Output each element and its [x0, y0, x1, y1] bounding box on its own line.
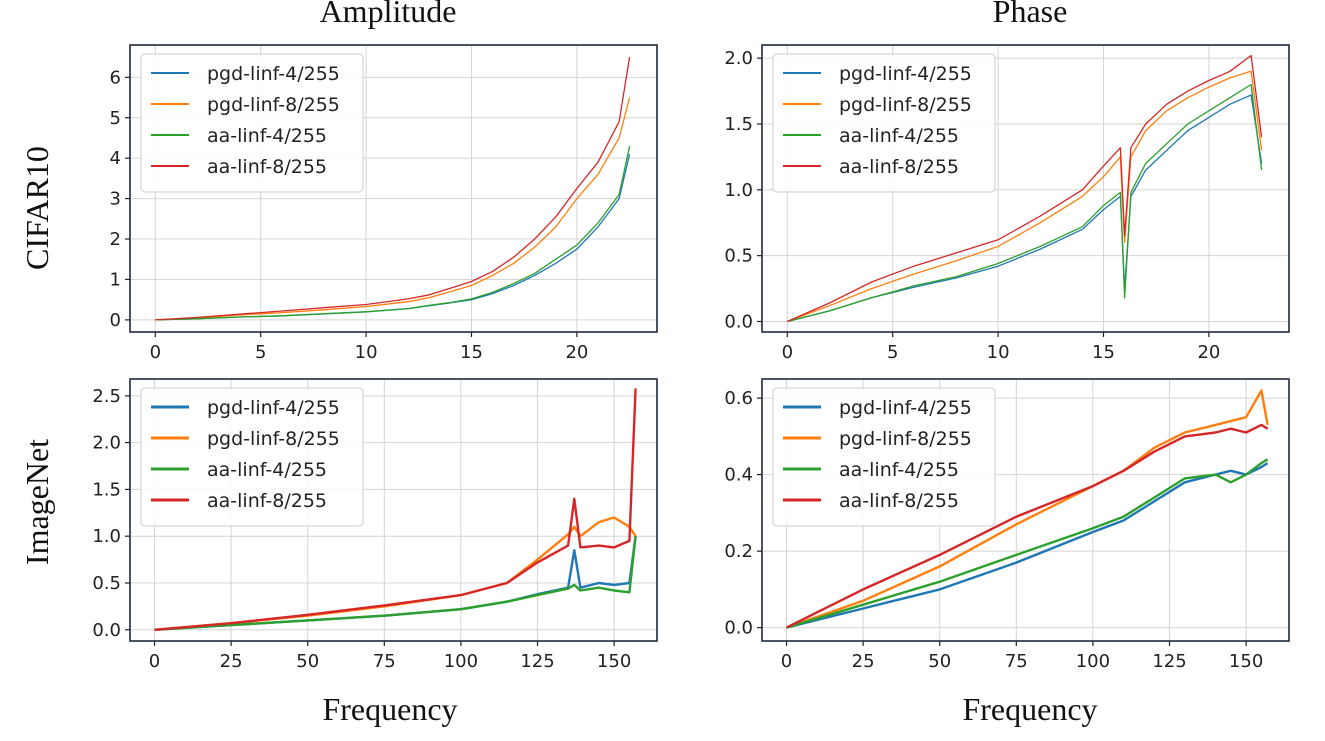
series-line-aa-linf-4-255 [155, 145, 631, 321]
plot-frame [761, 44, 1290, 333]
legend-label: aa-linf-4/255 [839, 459, 959, 481]
legend-label: aa-linf-8/255 [839, 490, 959, 512]
legend-label: aa-linf-8/255 [207, 490, 327, 512]
plot-frame [761, 378, 1290, 642]
x-tick-label: 0 [150, 342, 161, 363]
x-tick-label: 10 [987, 342, 1010, 363]
legend-box [772, 53, 996, 193]
x-tick-label: 25 [852, 651, 875, 672]
x-tick-label: 15 [1092, 342, 1115, 363]
y-tick-label: 1.0 [92, 526, 121, 547]
x-tick-label: 50 [928, 651, 951, 672]
x-tick-label: 20 [1197, 342, 1220, 363]
y-tick-label: 0 [110, 310, 121, 331]
legend-label: aa-linf-8/255 [839, 156, 959, 178]
x-tick-label: 75 [1005, 651, 1028, 672]
y-tick-label: 0.0 [724, 311, 753, 332]
y-tick-label: 0.4 [724, 465, 753, 486]
x-tick-label: 100 [1076, 651, 1110, 672]
y-tick-label: 4 [110, 148, 121, 169]
row-label-imagenet: ImageNet [19, 439, 55, 565]
legend-label: pgd-linf-8/255 [839, 94, 972, 116]
x-tick-label: 50 [296, 651, 319, 672]
chart-panels: 0 1 2 3 4 5 6 0 5 10 15 20 pgd-linf-4/255 pgd-linf-8/… [92, 44, 1290, 672]
x-tick-label: 150 [1229, 651, 1263, 672]
x-tick-label: 100 [444, 651, 478, 672]
legend-label: pgd-linf-8/255 [207, 428, 340, 450]
legend: pgd-linf-4/255 pgd-linf-8/255 aa-linf-4/25… [140, 387, 364, 527]
chart-panel-2: 0.0 0.5 1.0 1.5 2.0 2.5 0 25 50 75 100 125 150 pgd-li… [92, 378, 658, 672]
legend-label: aa-linf-4/255 [207, 125, 327, 147]
x-tick-label: 0 [781, 651, 792, 672]
y-tick-label: 1.5 [92, 479, 121, 500]
x-tick-label: 125 [1152, 651, 1186, 672]
legend-label: pgd-linf-4/255 [207, 63, 340, 85]
y-tick-label: 2.0 [724, 48, 753, 69]
x-tick-label: 125 [520, 651, 554, 672]
x-tick-label: 0 [782, 342, 793, 363]
series-line-pgd-linf-8-255 [154, 516, 637, 631]
legend-label: pgd-linf-4/255 [207, 397, 340, 419]
y-tick-label: 1.0 [724, 180, 753, 201]
x-tick-label: 15 [460, 342, 483, 363]
y-tick-label: 0.2 [724, 541, 753, 562]
plot-frame [129, 378, 658, 642]
legend-label: pgd-linf-8/255 [839, 428, 972, 450]
y-tick-label: 2.0 [92, 433, 121, 454]
series-line-aa-linf-8-255 [155, 56, 631, 321]
y-tick-label: 0.0 [724, 618, 753, 639]
series-line-aa-linf-4-255 [154, 536, 637, 631]
x-tick-label: 20 [565, 342, 588, 363]
y-tick-label: 0.5 [92, 573, 121, 594]
y-tick-label: 1 [110, 269, 121, 290]
y-tick-label: 2 [110, 229, 121, 250]
legend-label: pgd-linf-4/255 [839, 397, 972, 419]
series-line-aa-linf-8-255 [785, 423, 1269, 629]
x-axis-label-right: Frequency [962, 691, 1097, 727]
legend: pgd-linf-4/255 pgd-linf-8/255 aa-linf-4/25… [772, 387, 996, 527]
legend-label: aa-linf-8/255 [207, 156, 327, 178]
legend-label: aa-linf-4/255 [839, 125, 959, 147]
series-line-pgd-linf-8-255 [786, 389, 1269, 629]
x-axis-label-left: Frequency [322, 691, 457, 727]
legend-box [772, 387, 996, 527]
x-tick-label: 10 [355, 342, 378, 363]
legend: pgd-linf-4/255 pgd-linf-8/255 aa-linf-4/25… [140, 53, 364, 193]
legend-box [140, 53, 364, 193]
x-tick-label: 150 [597, 651, 631, 672]
y-tick-label: 3 [110, 189, 121, 210]
legend-label: aa-linf-4/255 [207, 459, 327, 481]
y-tick-label: 5 [110, 108, 121, 129]
y-tick-label: 6 [110, 67, 121, 88]
series-line-aa-linf-4-255 [786, 458, 1269, 629]
legend-box [140, 387, 364, 527]
legend: pgd-linf-4/255 pgd-linf-8/255 aa-linf-4/25… [772, 53, 996, 193]
x-tick-label: 25 [220, 651, 243, 672]
row-label-cifar10: CIFAR10 [19, 146, 55, 270]
y-tick-label: 0.5 [724, 246, 753, 267]
series-line-aa-linf-8-255 [154, 388, 637, 631]
y-tick-label: 0.6 [724, 388, 753, 409]
legend-label: pgd-linf-4/255 [839, 63, 972, 85]
series-line-aa-linf-4-255 [787, 83, 1263, 323]
chart-panel-1: 0.00.51.01.52.00 5 10 15 20pgd-linf-4/255pgd… [724, 44, 1290, 363]
chart-panel-0: 0 1 2 3 4 5 6 0 5 10 15 20 pgd-linf-4/255 pgd-linf-8/… [110, 44, 658, 363]
col-title-phase: Phase [993, 0, 1068, 29]
chart-panel-3: 0.0 0.2 0.4 0.6 0 25 50 75 100 125 150 pgd-linf-4/2… [724, 378, 1290, 672]
y-tick-label: 2.5 [92, 386, 121, 407]
series-line-pgd-linf-8-255 [155, 97, 631, 321]
col-title-amplitude: Amplitude [320, 0, 457, 29]
x-tick-label: 5 [887, 342, 898, 363]
series-line-aa-linf-8-255 [787, 54, 1263, 323]
y-tick-label: 1.5 [724, 114, 753, 135]
plot-frame [129, 44, 658, 333]
x-tick-label: 75 [373, 651, 396, 672]
x-tick-label: 0 [149, 651, 160, 672]
y-tick-label: 0.0 [92, 620, 121, 641]
legend-label: pgd-linf-8/255 [207, 94, 340, 116]
x-tick-label: 5 [255, 342, 266, 363]
